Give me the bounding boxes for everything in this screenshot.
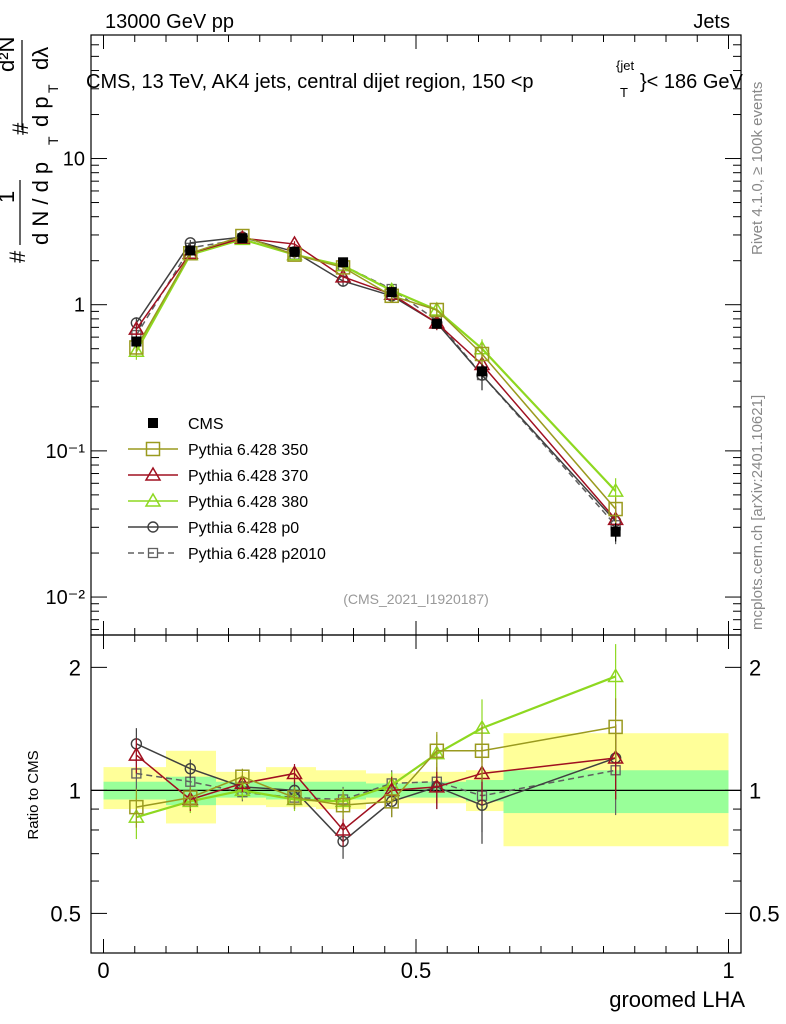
legend-marker-p350	[145, 441, 161, 457]
point-p370	[128, 320, 145, 335]
ratio-uncertainty-bands	[103, 733, 729, 847]
ratio-point-p350	[429, 743, 445, 759]
ratio-point-p350	[235, 769, 250, 784]
main-tick-labels: 10 1 10⁻¹ 10⁻²	[46, 149, 86, 610]
ratio-point-p370	[234, 774, 251, 790]
point-data	[338, 257, 349, 268]
legend-marker-p370	[144, 466, 162, 481]
x-tick-label: 0	[97, 958, 109, 983]
series-p350	[129, 228, 623, 524]
ylabel-hash-2: #	[8, 122, 33, 135]
series-p380	[128, 230, 624, 508]
header-energy: 13000 GeV pp	[105, 11, 234, 33]
point-data	[386, 287, 397, 298]
ratio-point-p350	[608, 719, 623, 735]
legend-label-p380: Pythia 6.428 380	[188, 494, 308, 511]
ratio-y-tick-label-right: 0.5	[749, 901, 780, 926]
series-p370	[128, 229, 624, 537]
ratio-point-p380	[607, 667, 624, 683]
ratio-point-p370	[286, 764, 303, 780]
main-y-tick-label: 10⁻²	[46, 587, 86, 609]
ratio-point-p350	[287, 790, 302, 805]
rivet-label: Rivet 4.1.0, ≥ 100k events	[749, 82, 766, 255]
ratio-point-p350	[129, 799, 144, 815]
legend-marker-p2010	[147, 547, 159, 559]
ratio-line-p2010	[136, 769, 616, 801]
point-data	[237, 233, 248, 244]
legend-marker-data	[148, 418, 158, 428]
ratio-point-p370	[428, 778, 446, 793]
legend-label-p0: Pythia 6.428 p0	[188, 520, 299, 537]
point-p350	[474, 346, 490, 362]
plot-title-end: }< 186 GeV	[640, 71, 744, 93]
ratio-y-tick-label-right: 1	[749, 778, 761, 803]
legend-label-p370: Pythia 6.428 370	[188, 468, 308, 485]
ratio-tick-labels: 0.5 0.5 1 1 2 2 0 0.5 1	[50, 655, 779, 983]
point-data	[431, 318, 442, 329]
point-data	[610, 526, 621, 537]
ratio-y-tick-label-left: 0.5	[50, 901, 81, 926]
x-axis-label: groomed LHA	[609, 987, 745, 1012]
plot-title: CMS, 13 TeV, AK4 jets, central dijet reg…	[86, 58, 744, 100]
main-y-tick-label: 10⁻¹	[46, 441, 86, 463]
ratio-ylabel: Ratio to CMS	[25, 750, 42, 839]
series-data	[131, 233, 621, 542]
ylabel-dn-over: d N / d p	[28, 162, 53, 245]
ratio-y-tick-label-left: 1	[69, 778, 81, 803]
main-axis-ticks	[91, 34, 741, 953]
plot-title-sub: T	[620, 85, 628, 100]
ratio-panel-frame	[90, 634, 742, 954]
ylabel-t-sub-1: T	[45, 136, 61, 145]
point-p350	[429, 302, 445, 318]
ratio-point-p380	[234, 781, 251, 797]
legend-marker-p0	[147, 521, 159, 533]
ylabel-one: 1	[0, 191, 19, 203]
point-data	[131, 336, 142, 347]
ylabel-t-sub-2: T	[45, 84, 61, 93]
header-category: Jets	[693, 11, 730, 33]
point-p380	[607, 482, 624, 497]
point-p380	[128, 342, 145, 358]
ratio-y-tick-label-right: 2	[749, 655, 761, 680]
main-series-group	[128, 228, 624, 545]
legend-label-p350: Pythia 6.428 350	[188, 442, 308, 459]
ratio-point-p350	[183, 790, 198, 805]
ratio-y-tick-label-left: 2	[69, 655, 81, 680]
ratio-point-p350	[335, 797, 351, 813]
point-data	[289, 246, 300, 257]
main-y-tick-label: 1	[74, 295, 85, 317]
ratio-point-p350	[384, 794, 399, 809]
main-ylabel: # 1 d N / d p T # d²N d p T dλ	[0, 37, 61, 263]
series-p0	[130, 231, 622, 539]
ylabel-hash-1: #	[5, 250, 30, 263]
legend: CMS Pythia 6.428 350 Pythia 6.428 370 Pythi…	[128, 416, 326, 563]
ratio-point-p370	[128, 746, 145, 761]
ylabel-dpt: d p	[28, 96, 53, 127]
ratio-axis-ticks	[91, 666, 741, 954]
legend-label-p2010: Pythia 6.428 p2010	[188, 546, 326, 563]
main-panel-frame	[90, 34, 742, 636]
ratio-point-p370	[334, 821, 352, 836]
mcplots-label: mcplots.cern.ch [arXiv:2401.10621]	[749, 395, 766, 630]
ylabel-dlambda: dλ	[28, 47, 53, 70]
ratio-point-p370	[607, 749, 624, 764]
point-p350	[608, 501, 623, 517]
analysis-watermark: (CMS_2021_I1920187)	[343, 591, 489, 607]
ratio-point-p350	[474, 743, 490, 759]
ratio-series-p350	[129, 698, 623, 828]
plot-title-main: CMS, 13 TeV, AK4 jets, central dijet reg…	[86, 71, 534, 93]
plot-title-sup: {jet	[616, 58, 634, 73]
x-tick-label: 0.5	[401, 958, 432, 983]
ratio-series-group	[128, 644, 624, 859]
main-y-tick-label: 10	[63, 149, 85, 171]
legend-label-data: CMS	[188, 416, 224, 433]
point-p370	[334, 268, 352, 283]
ylabel-d2n: d²N	[0, 37, 19, 72]
legend-marker-p380	[144, 492, 162, 507]
point-data	[477, 366, 487, 377]
x-tick-label: 1	[722, 958, 734, 983]
ratio-point-p0	[184, 762, 197, 775]
point-data	[185, 245, 196, 256]
